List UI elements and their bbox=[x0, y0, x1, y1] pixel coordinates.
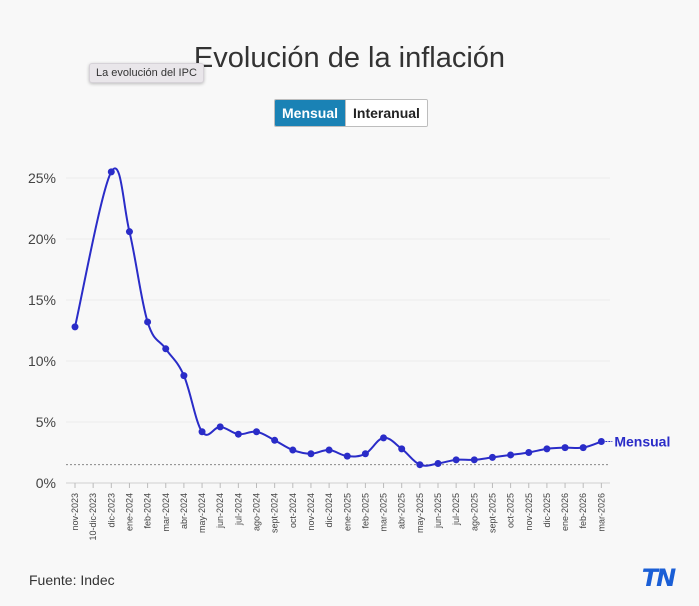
x-tick-label: nov-2025 bbox=[524, 493, 534, 531]
data-point bbox=[216, 423, 224, 431]
x-tick-label: dic-2024 bbox=[324, 493, 334, 528]
x-tick-label: mar-2026 bbox=[596, 493, 606, 532]
data-point bbox=[180, 372, 188, 380]
y-tick-label: 20% bbox=[28, 231, 56, 247]
x-tick-label: mar-2025 bbox=[379, 493, 389, 532]
x-tick-label: dic-2023 bbox=[106, 493, 116, 528]
x-axis-ticks: nov-2023 10-dic-2023 dic-2023 ene-2024 feb-2… bbox=[70, 483, 606, 541]
x-tick-label: sept-2024 bbox=[270, 493, 280, 533]
data-point bbox=[162, 345, 170, 353]
data-point bbox=[289, 446, 297, 454]
toggle-mensual-button[interactable]: Mensual bbox=[275, 100, 346, 126]
x-tick-label: nov-2024 bbox=[306, 493, 316, 531]
data-point bbox=[434, 459, 442, 467]
x-tick-label: sept-2025 bbox=[487, 493, 497, 533]
end-label-text: Mensual bbox=[614, 434, 670, 450]
x-tick-label: jun-2024 bbox=[215, 493, 225, 529]
y-tick-label: 25% bbox=[28, 170, 56, 186]
series-toggle[interactable]: Mensual Interanual bbox=[274, 99, 428, 127]
x-tick-label: jul-2024 bbox=[233, 493, 243, 526]
y-tick-label: 10% bbox=[28, 353, 56, 369]
data-point bbox=[561, 444, 569, 452]
source-note: Fuente: Indec bbox=[29, 572, 115, 588]
y-tick-label: 15% bbox=[28, 292, 56, 308]
x-tick-label: feb-2025 bbox=[360, 493, 370, 529]
x-tick-label: feb-2024 bbox=[143, 493, 153, 529]
x-tick-label: ago-2024 bbox=[252, 493, 262, 531]
data-point bbox=[271, 436, 279, 444]
data-point bbox=[597, 438, 605, 446]
data-point bbox=[452, 456, 460, 464]
series-line bbox=[74, 167, 602, 467]
x-tick-label: oct-2024 bbox=[288, 493, 298, 528]
data-point bbox=[125, 228, 133, 236]
y-axis-ticks: 0% 5% 10% 15% 20% 25% bbox=[28, 170, 56, 491]
series-points bbox=[71, 168, 605, 469]
x-tick-label: abr-2025 bbox=[397, 493, 407, 529]
data-point bbox=[253, 428, 260, 436]
series-end-label: Mensual bbox=[605, 434, 670, 450]
toggle-interanual-button[interactable]: Interanual bbox=[345, 100, 427, 126]
x-tick-label: 10-dic-2023 bbox=[88, 493, 98, 541]
data-point bbox=[307, 450, 315, 458]
x-tick-label: dic-2025 bbox=[542, 493, 552, 528]
x-tick-label: abr-2024 bbox=[179, 493, 189, 529]
x-tick-label: oct-2025 bbox=[506, 493, 516, 528]
data-point bbox=[361, 450, 369, 458]
x-tick-label: nov-2023 bbox=[70, 493, 80, 531]
data-point bbox=[525, 449, 533, 456]
y-tick-label: 5% bbox=[36, 414, 56, 430]
data-point bbox=[470, 456, 478, 464]
data-point bbox=[71, 323, 79, 331]
data-point bbox=[144, 318, 152, 326]
data-point bbox=[543, 445, 551, 453]
data-point bbox=[343, 452, 351, 460]
data-point bbox=[488, 453, 496, 461]
data-point bbox=[416, 461, 424, 469]
data-point bbox=[198, 428, 206, 436]
x-tick-label: ago-2025 bbox=[469, 493, 479, 531]
x-tick-label: ene-2025 bbox=[342, 493, 352, 531]
page-title: Evolución de la inflación bbox=[193, 42, 506, 74]
x-tick-label: may-2025 bbox=[415, 493, 425, 533]
x-tick-label: ene-2026 bbox=[560, 493, 570, 531]
x-tick-label: jun-2025 bbox=[433, 493, 443, 529]
x-tick-label: may-2024 bbox=[197, 493, 207, 533]
x-tick-label: ene-2024 bbox=[124, 493, 134, 531]
data-point bbox=[380, 434, 388, 442]
tn-logo: TN bbox=[641, 564, 676, 592]
x-tick-label: feb-2026 bbox=[578, 493, 588, 529]
series-mensual bbox=[74, 167, 602, 467]
data-point bbox=[579, 444, 587, 452]
x-tick-label: jul-2025 bbox=[451, 493, 461, 526]
data-point bbox=[234, 430, 242, 438]
data-point bbox=[325, 446, 333, 454]
x-tick-label: mar-2024 bbox=[161, 493, 171, 532]
chart-gridlines bbox=[66, 177, 610, 484]
y-tick-label: 0% bbox=[36, 475, 56, 491]
tooltip: La evolución del IPC bbox=[89, 63, 204, 83]
data-point bbox=[107, 168, 115, 176]
data-point bbox=[398, 445, 406, 453]
data-point bbox=[507, 451, 515, 459]
